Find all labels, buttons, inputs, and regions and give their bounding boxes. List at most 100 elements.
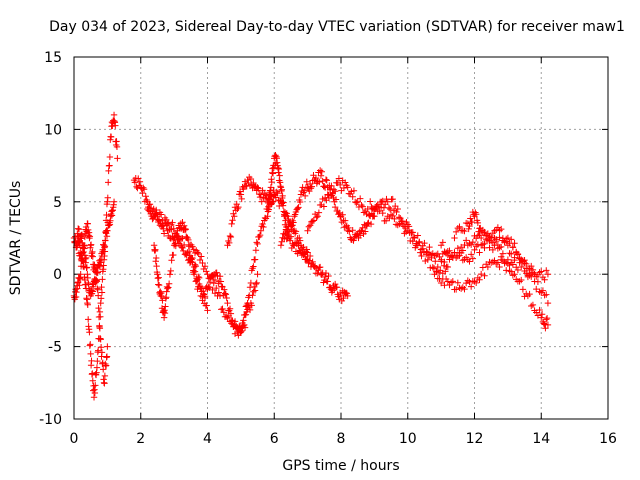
data-point xyxy=(315,209,323,216)
data-point xyxy=(184,234,191,242)
data-point xyxy=(216,292,224,300)
data-point xyxy=(541,276,548,283)
data-point xyxy=(509,261,517,268)
data-point xyxy=(205,284,213,292)
data-point xyxy=(539,287,547,294)
data-point xyxy=(282,217,289,224)
data-point xyxy=(391,215,398,223)
data-point xyxy=(170,225,177,232)
data-point xyxy=(201,293,209,300)
data-point xyxy=(454,245,462,252)
y-tick-label: 0 xyxy=(53,267,62,283)
data-point xyxy=(101,380,108,387)
data-point xyxy=(511,271,518,278)
data-point xyxy=(246,284,254,291)
x-tick-label: 4 xyxy=(203,431,212,447)
data-point xyxy=(220,286,228,293)
data-point xyxy=(299,246,306,254)
data-point xyxy=(430,265,438,272)
data-point xyxy=(330,186,338,193)
data-point xyxy=(170,251,177,259)
data-point xyxy=(75,239,82,246)
data-point xyxy=(160,314,168,321)
data-point xyxy=(188,254,195,262)
data-point xyxy=(105,179,112,186)
data-point xyxy=(519,286,527,293)
data-point xyxy=(534,278,542,285)
data-point xyxy=(509,244,517,251)
data-point xyxy=(104,343,111,350)
data-point xyxy=(246,292,253,299)
data-point xyxy=(356,195,364,202)
data-point xyxy=(477,234,485,242)
data-point xyxy=(97,295,105,302)
data-point xyxy=(411,234,418,242)
data-point xyxy=(492,236,500,243)
data-point xyxy=(341,179,349,186)
data-point xyxy=(498,243,505,251)
data-point xyxy=(444,263,451,271)
data-point xyxy=(314,213,321,220)
data-point xyxy=(304,249,311,256)
data-point xyxy=(91,389,99,397)
data-point xyxy=(254,184,261,191)
data-point xyxy=(382,217,390,224)
data-point xyxy=(321,273,329,281)
data-point xyxy=(296,198,304,206)
data-point xyxy=(454,252,462,260)
data-point xyxy=(476,249,483,256)
data-point xyxy=(160,222,167,229)
data-point xyxy=(365,211,373,218)
data-point xyxy=(155,217,162,224)
data-point xyxy=(344,227,351,234)
data-point xyxy=(543,316,550,323)
data-point xyxy=(92,382,99,389)
data-point xyxy=(418,252,425,260)
data-point xyxy=(167,267,174,275)
data-point xyxy=(477,270,485,278)
data-point xyxy=(321,183,328,190)
data-point xyxy=(87,341,94,348)
data-point xyxy=(220,309,227,316)
data-point xyxy=(534,312,542,319)
data-point xyxy=(154,213,161,220)
data-point xyxy=(487,233,495,241)
data-point xyxy=(219,305,226,313)
data-point xyxy=(479,264,487,271)
data-point xyxy=(229,217,236,224)
data-point xyxy=(331,203,339,211)
data-point xyxy=(77,263,85,270)
data-point xyxy=(367,220,375,228)
data-point xyxy=(417,249,424,256)
data-point xyxy=(110,198,118,205)
data-point xyxy=(324,191,331,198)
data-point xyxy=(288,222,295,229)
data-point xyxy=(266,201,273,209)
data-point xyxy=(518,263,525,271)
data-point xyxy=(393,208,400,216)
data-point xyxy=(287,233,295,240)
data-point xyxy=(499,250,507,257)
data-point xyxy=(377,204,385,211)
data-point xyxy=(540,320,547,327)
data-point xyxy=(286,228,293,235)
data-point xyxy=(155,274,162,281)
data-point xyxy=(509,272,517,279)
data-point xyxy=(457,249,465,257)
data-point xyxy=(518,276,525,284)
data-point xyxy=(542,325,549,332)
data-point xyxy=(103,211,110,219)
data-point xyxy=(359,203,366,210)
data-point xyxy=(164,285,171,292)
data-point xyxy=(231,318,239,325)
data-point xyxy=(100,366,107,373)
data-point xyxy=(101,243,109,250)
data-point xyxy=(468,218,476,226)
data-point xyxy=(544,299,552,307)
y-tick-label: 10 xyxy=(44,122,62,138)
data-point xyxy=(379,197,386,205)
y-tick-label: -5 xyxy=(48,340,62,356)
data-point xyxy=(461,227,468,235)
data-point xyxy=(331,280,339,288)
data-point xyxy=(221,290,229,297)
